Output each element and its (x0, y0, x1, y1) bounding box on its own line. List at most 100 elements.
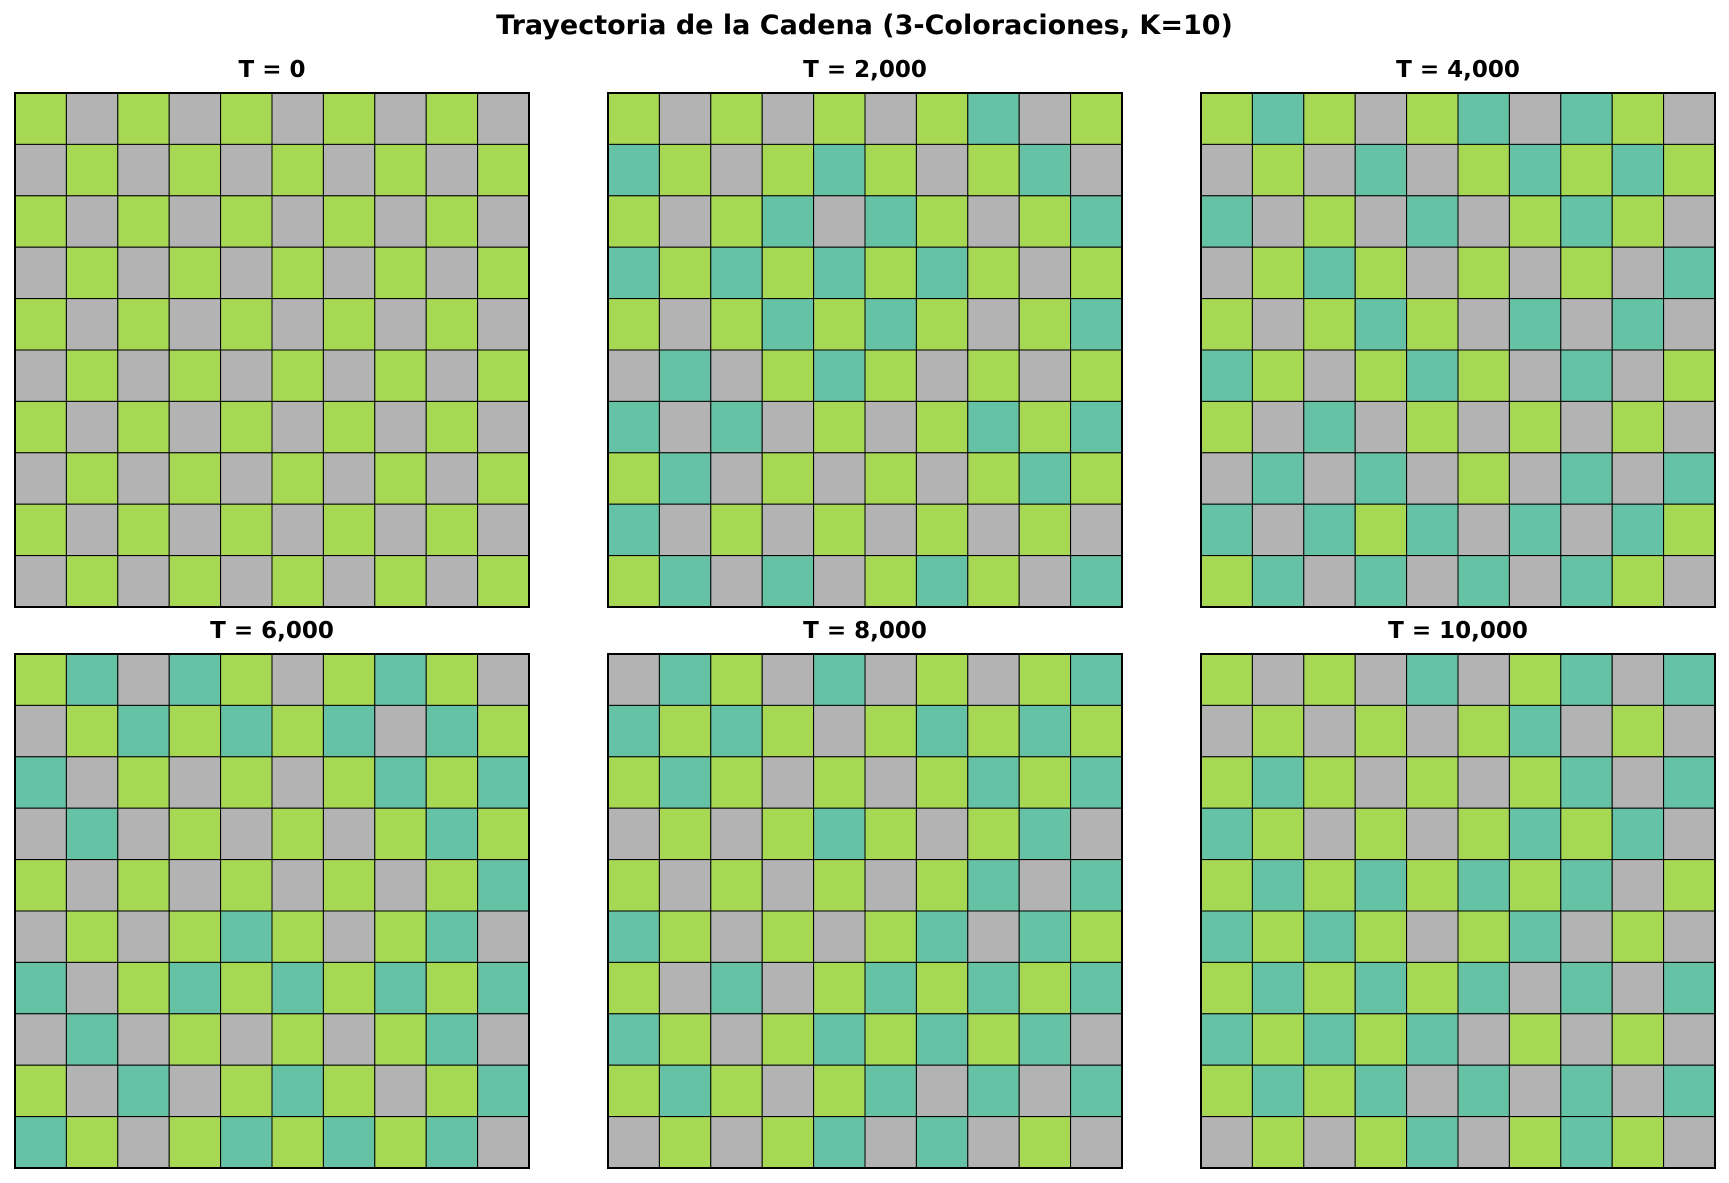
grid-cell (761, 1116, 815, 1169)
grid-cell (607, 400, 660, 454)
grid-cell (374, 653, 427, 706)
grid-cell (864, 349, 917, 402)
grid-cell (1560, 910, 1613, 963)
grid-cell (425, 400, 479, 454)
grid-cell (1663, 1064, 1716, 1118)
grid-cell (710, 756, 763, 809)
grid-cell (1251, 555, 1305, 608)
grid-cell (864, 503, 917, 557)
grid-cell (915, 195, 969, 248)
grid-cell (710, 452, 763, 505)
grid-cell (1354, 298, 1408, 351)
grid-cell (915, 1013, 969, 1066)
grid-cell (761, 859, 815, 912)
grid-cell (322, 704, 376, 758)
grid-cell (1611, 961, 1665, 1015)
grid-cell (1560, 653, 1613, 706)
grid-cell (1070, 704, 1123, 758)
grid-cell (322, 195, 376, 248)
grid-cell (477, 859, 530, 912)
grid-cell (1508, 756, 1562, 809)
grid-cell (374, 910, 427, 963)
grid-cell (477, 452, 530, 505)
grid-cell (658, 195, 712, 248)
grid-cell (1303, 92, 1356, 145)
grid-cell (1406, 1013, 1459, 1066)
grid-cell (915, 92, 969, 145)
grid-cell (425, 503, 479, 557)
grid-cell (220, 807, 273, 861)
grid-cell (813, 298, 866, 351)
grid-cell (65, 1064, 119, 1118)
grid-cell (220, 246, 273, 300)
grid-cell (607, 756, 660, 809)
grid-cell (761, 910, 815, 963)
grid-cell (425, 92, 479, 145)
grid-cell (761, 400, 815, 454)
grid-cell (1406, 1064, 1459, 1118)
grid-cell (322, 910, 376, 963)
grid-cell (1070, 452, 1123, 505)
grid-cell (864, 246, 917, 300)
grid-cell (477, 961, 530, 1015)
grid-cell (1508, 1116, 1562, 1169)
grid-cell (1611, 859, 1665, 912)
grid-cell (710, 298, 763, 351)
grid-cell (168, 1013, 222, 1066)
grid-cell (813, 555, 866, 608)
grid-cell (915, 349, 969, 402)
grid-cell (658, 92, 712, 145)
grid-cell (425, 1013, 479, 1066)
grid-cell (477, 298, 530, 351)
grid-cell (1560, 195, 1613, 248)
grid-cell (1354, 349, 1408, 402)
grid-cell (607, 246, 660, 300)
grid-cell (1611, 298, 1665, 351)
grid-cell (1663, 807, 1716, 861)
grid-cell (658, 859, 712, 912)
grid-cell (967, 503, 1020, 557)
grid-cell (1251, 452, 1305, 505)
grid-cell (658, 555, 712, 608)
grid-cell (1508, 400, 1562, 454)
grid-cell (14, 704, 67, 758)
grid-cell (425, 349, 479, 402)
grid-cell (915, 143, 969, 197)
grid-cell (1303, 1116, 1356, 1169)
grid-cell (1457, 1013, 1510, 1066)
grid-cell (1018, 555, 1072, 608)
grid-cell (117, 1064, 170, 1118)
grid-cell (967, 246, 1020, 300)
grid-cell (220, 1064, 273, 1118)
grid-cell (220, 143, 273, 197)
grid-cell (607, 1116, 660, 1169)
coloring-grid (14, 653, 530, 1169)
grid-cell (322, 1013, 376, 1066)
grid-cell (761, 503, 815, 557)
grid-cell (220, 756, 273, 809)
grid-cell (14, 503, 67, 557)
grid-cell (117, 503, 170, 557)
grid-cell (168, 653, 222, 706)
grid-cell (271, 555, 324, 608)
grid-cell (710, 653, 763, 706)
grid-cell (117, 1013, 170, 1066)
grid-cell (658, 143, 712, 197)
grid-cell (1560, 143, 1613, 197)
grid-cell (1303, 1013, 1356, 1066)
grid-cell (14, 653, 67, 706)
grid-cell (864, 143, 917, 197)
grid-cell (65, 503, 119, 557)
grid-cell (220, 653, 273, 706)
grid-cell (14, 756, 67, 809)
grid-cell (220, 92, 273, 145)
grid-cell (271, 1116, 324, 1169)
grid-cell (1018, 653, 1072, 706)
grid-cell (1200, 859, 1253, 912)
grid-cell (322, 92, 376, 145)
grid-cell (168, 1064, 222, 1118)
grid-cell (1200, 1116, 1253, 1169)
grid-cell (65, 961, 119, 1015)
grid-cell (658, 1064, 712, 1118)
grid-cell (761, 195, 815, 248)
